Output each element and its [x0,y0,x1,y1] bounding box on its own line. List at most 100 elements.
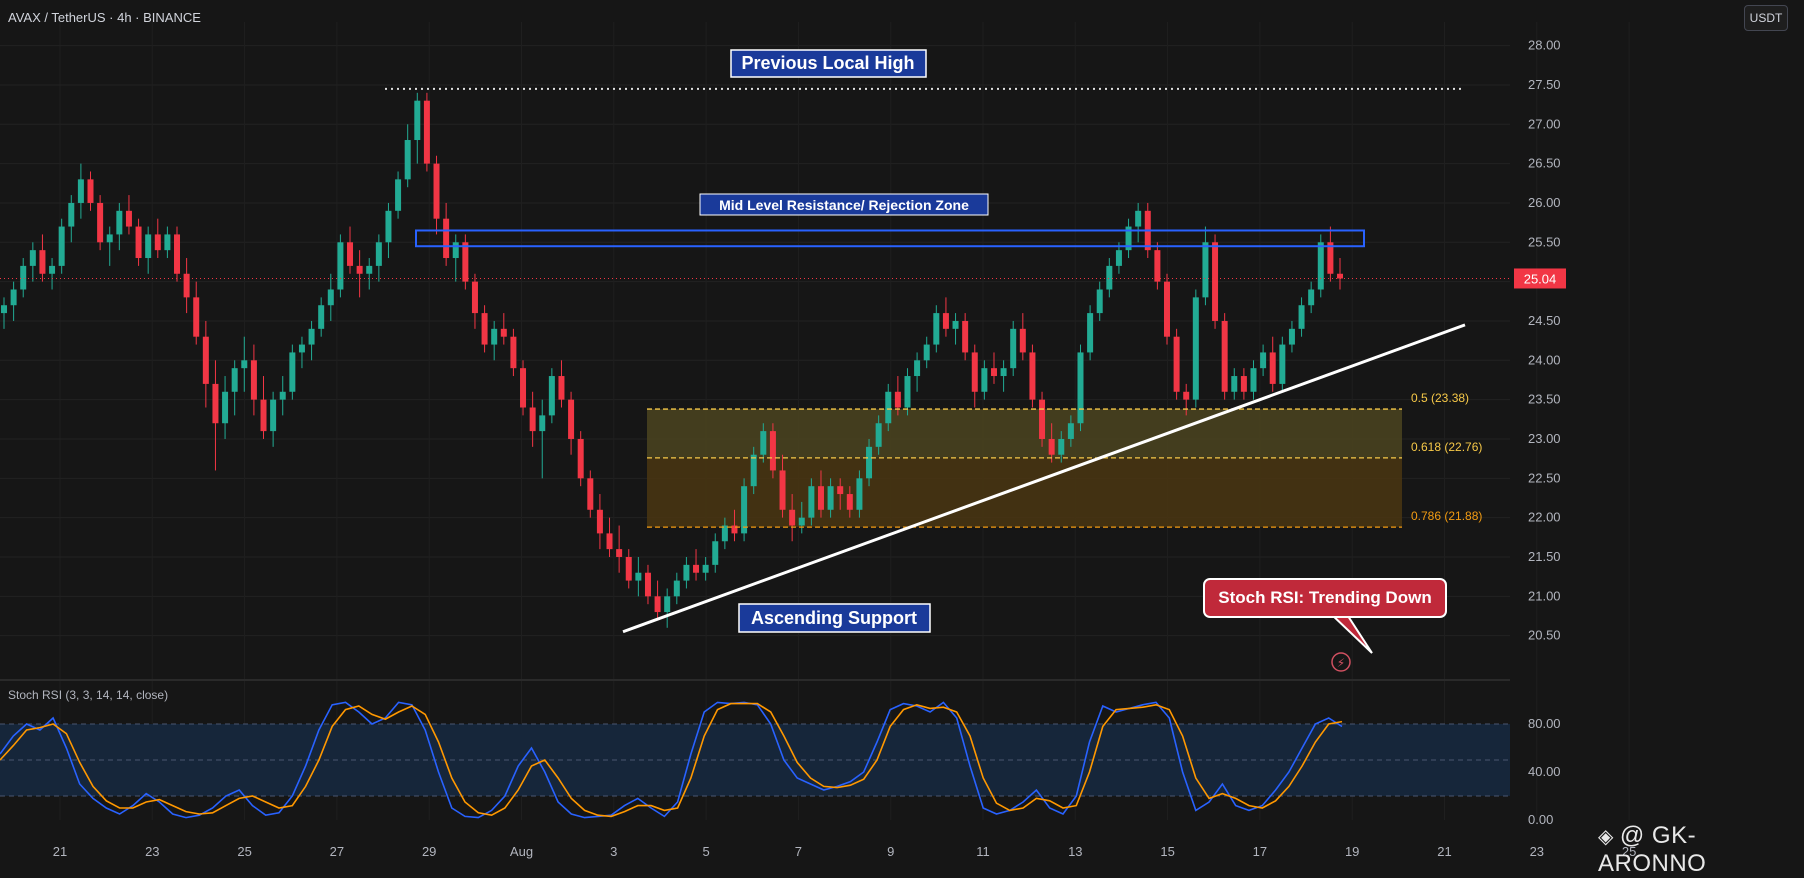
candle-body [202,336,209,384]
candle-body [356,265,363,274]
last-price-label: 25.04 [1524,271,1557,286]
candle-body [1125,226,1132,251]
stoch-series-d [0,702,1343,818]
x-tick-label: 21 [1437,844,1451,859]
candle-body [837,486,844,495]
candle-body [145,234,152,259]
candle-body [625,556,632,581]
candle-body [952,320,959,329]
candle-body [914,360,921,377]
candle-body [49,265,56,274]
lightning-alert-glyph: ⚡ [1337,656,1345,670]
ascending-support-line [622,323,1466,634]
x-tick-label: 19 [1345,844,1359,859]
candle-body [1231,376,1238,392]
candle-body [337,242,344,290]
candle-body [1337,273,1343,279]
candle-body [222,391,229,424]
candle-body [279,391,286,400]
y-tick-label: 22.50 [1528,470,1561,485]
candle-body [520,368,527,408]
candle-body [789,509,796,526]
candle-body [68,202,75,227]
candle-body [116,210,123,235]
x-tick-label: 21 [53,844,67,859]
candle-body [1260,352,1267,369]
candle-body [20,265,27,290]
candle-body [635,572,642,581]
candle-body [433,163,440,219]
candle-body [270,399,277,432]
candle-body [125,210,132,227]
candle-body [923,344,930,361]
watermark: ◈ @ GK-ARONNO [1598,822,1804,878]
y-tick-label: 24.50 [1528,313,1561,328]
candle-body [942,313,949,329]
candle-body [1212,242,1219,321]
currency-button[interactable]: USDT [1744,5,1788,31]
ascending-support-label: Ascending Support [751,608,917,628]
candle-body [1221,320,1228,392]
previous-high-label-box [730,49,927,78]
x-tick-label: 25 [237,844,251,859]
candle-body [798,517,805,526]
candle-body [1308,289,1315,306]
candle-body [1077,352,1084,424]
candle-body [693,564,700,573]
fib-zone-lower [647,457,1402,528]
y-tick-label: 27.50 [1528,77,1561,92]
candle-body [616,549,623,557]
candle-body [77,179,84,203]
ascending-support-label-box [738,603,931,633]
candle-body [289,352,296,392]
candle-body [87,179,94,203]
candle-body [558,376,565,400]
stoch-rsi-lines [0,701,1343,819]
candle-body [1019,328,1026,353]
candle-body [577,438,584,479]
candle-body [1192,297,1199,400]
candle-body [404,140,411,180]
candle-body [318,305,325,329]
candle-body [193,297,200,337]
resistance-zone-box [415,229,1365,248]
candle-body [644,572,651,597]
candle-body [1163,281,1170,337]
x-tick-label: 17 [1253,844,1267,859]
x-tick-label: 13 [1068,844,1082,859]
y-tick-label: 24.00 [1528,352,1561,367]
candle-body [875,423,882,447]
stoch-callout-box [1203,578,1447,618]
stoch-callout-label: Stoch RSI: Trending Down [1218,588,1431,607]
x-tick-label: 23 [145,844,159,859]
candle-body [750,454,757,487]
symbol-title: AVAX / TetherUS · 4h · BINANCE [8,10,201,25]
x-tick-label: 23 [1530,844,1544,859]
resistance-label: Mid Level Resistance/ Rejection Zone [719,197,969,213]
x-tick-label: 15 [1160,844,1174,859]
candle-body [414,100,421,141]
candle-body [443,218,450,259]
x-tick-label: Aug [510,844,533,859]
binance-logo-icon: ◈ [1598,826,1614,848]
candle-body [1048,438,1055,455]
candle-body [462,242,469,282]
annotations: 0.5 (23.38) 0.618 (22.76) 0.786 (21.88) Pre… [0,49,1510,672]
candle-body [423,100,430,164]
candle-body [327,289,334,306]
candle-body [1154,250,1161,282]
candle-body [29,250,36,266]
last-price-badge [1514,268,1566,289]
axes: 28.0027.5027.0026.5026.0025.5025.0024.50… [53,38,1637,859]
candle-body [779,470,786,510]
y-tick-label: 20.50 [1528,628,1561,643]
fib-zone-upper [647,409,1402,458]
x-tick-label: 27 [330,844,344,859]
candle-body [894,391,901,408]
candle-body [471,281,478,314]
stoch-rsi-title: Stoch RSI (3, 3, 14, 14, close) [8,688,169,702]
candle-body [1173,336,1180,392]
candle-body [250,360,257,400]
candle-body [1067,423,1074,439]
